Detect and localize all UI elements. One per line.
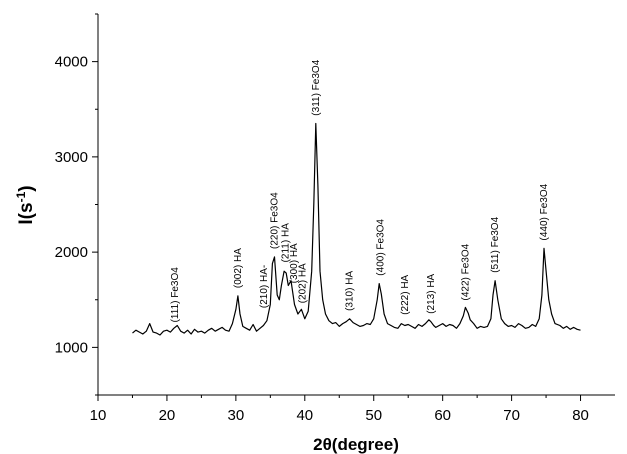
peak-label: (202) HA bbox=[298, 263, 309, 303]
peak-annotations: (111) Fe3O4 (002) HA (210) HA-(220) Fe3O4(… bbox=[170, 59, 550, 322]
peak-label: (002) HA bbox=[233, 248, 244, 288]
x-axis-title: 2θ(degree) bbox=[313, 435, 399, 454]
peak-label: (310) HA bbox=[345, 271, 356, 311]
x-tick-label: 50 bbox=[365, 407, 382, 424]
x-tick-label: 30 bbox=[228, 407, 245, 424]
peak-label: (220) Fe3O4 bbox=[270, 192, 281, 249]
x-tick-label: 80 bbox=[572, 407, 589, 424]
y-tick-label: 4000 bbox=[55, 54, 88, 71]
x-tick-label: 60 bbox=[434, 407, 451, 424]
y-tick-label: 1000 bbox=[55, 339, 88, 356]
peak-label: (210) HA- bbox=[259, 265, 270, 308]
axes: 10 20 30 40 50 60 70 80 1000 2000 3000 4000 bbox=[55, 13, 615, 424]
peak-label: (222) HA bbox=[400, 274, 411, 314]
data-layer bbox=[132, 122, 581, 336]
x-tick-label: 10 bbox=[90, 407, 107, 424]
x-tick-label: 20 bbox=[159, 407, 176, 424]
y-tick-label: 3000 bbox=[55, 149, 88, 166]
peak-label: (211) HA bbox=[281, 223, 292, 263]
y-axis-title-base: I(s bbox=[16, 202, 37, 224]
peak-label: (311) Fe3O4 bbox=[311, 59, 322, 115]
y-axis-title-exponent: -1 bbox=[14, 191, 28, 202]
peak-label: (300) HA bbox=[289, 243, 300, 283]
y-tick-label: 2000 bbox=[55, 244, 88, 261]
x-tick-label: 40 bbox=[296, 407, 313, 424]
peak-label: (400) Fe3O4 bbox=[376, 219, 387, 276]
peak-label: (213) HA bbox=[426, 273, 437, 313]
peak-label: (440) Fe3O4 bbox=[539, 183, 550, 240]
x-tick-label: 70 bbox=[503, 407, 520, 424]
peak-label: (111) Fe3O4 bbox=[170, 267, 181, 323]
y-axis-title: I(s-1) bbox=[14, 185, 37, 224]
peak-label: (422) Fe3O4 bbox=[460, 243, 471, 300]
peak-label: (511) Fe3O4 bbox=[490, 216, 501, 272]
diffraction-pattern-line bbox=[132, 122, 581, 336]
y-axis-title-close: ) bbox=[16, 185, 37, 191]
